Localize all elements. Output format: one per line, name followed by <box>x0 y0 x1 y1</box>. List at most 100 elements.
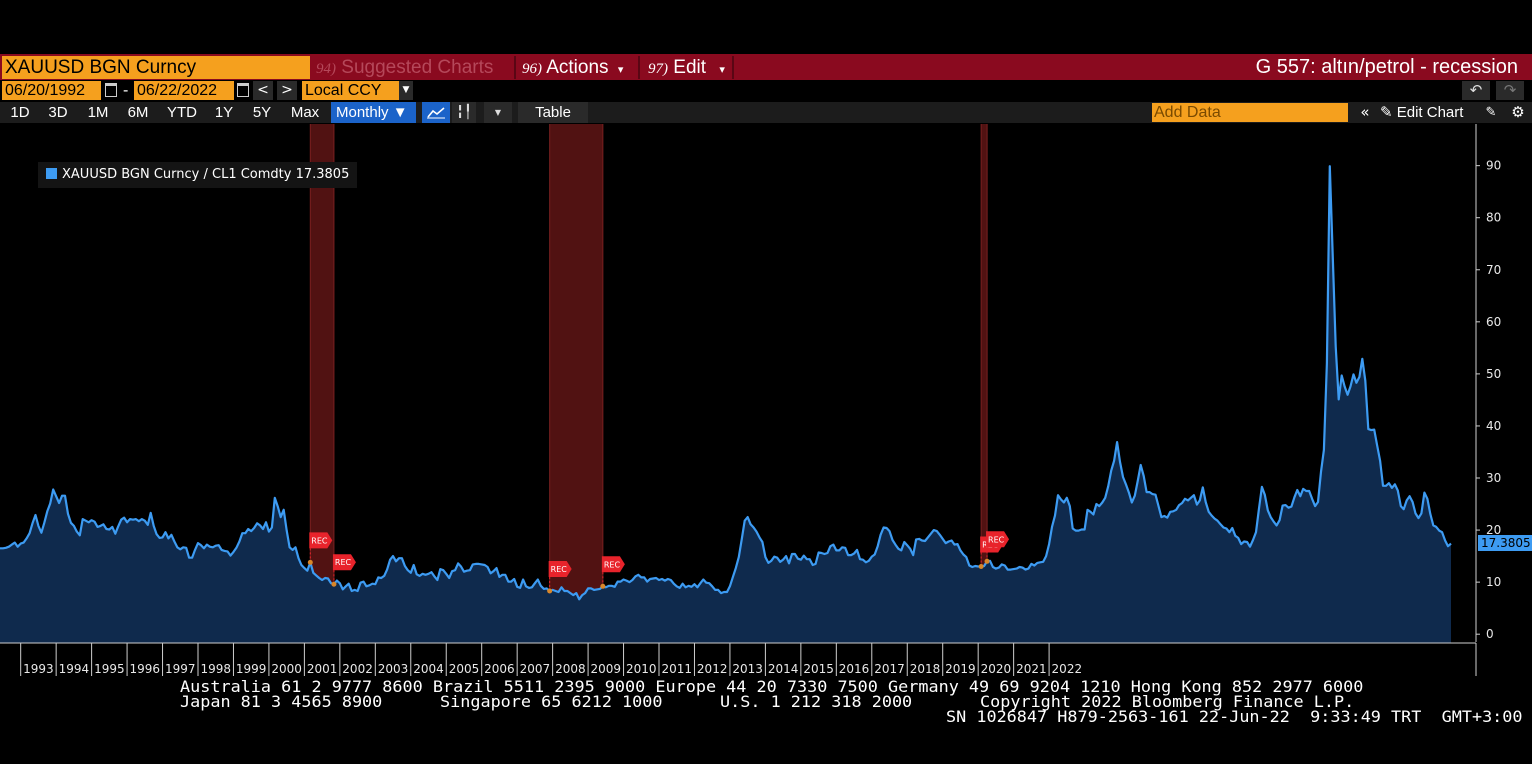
x-tick-label: 2001 <box>307 662 338 676</box>
actions-button[interactable]: 96) Actions ▾ <box>522 56 623 79</box>
recession-band <box>549 124 603 642</box>
calendar-icon[interactable] <box>237 83 249 97</box>
recession-marker-dot <box>307 559 313 565</box>
y-tick-label: 0 <box>1486 627 1494 641</box>
x-tick-label: 2016 <box>839 662 870 676</box>
x-tick-label: 2020 <box>981 662 1012 676</box>
end-date-field[interactable]: 06/22/2022 <box>134 81 234 100</box>
recession-marker-label: REC <box>604 560 621 569</box>
candlestick-icon[interactable]: ╏╿ <box>452 102 476 123</box>
recession-marker-flag <box>332 554 356 571</box>
y-tick-label: 80 <box>1486 211 1501 225</box>
x-tick-label: 2007 <box>520 662 551 676</box>
x-tick-label: 2013 <box>732 662 763 676</box>
y-tick-label: 30 <box>1486 471 1501 485</box>
chart-legend[interactable]: XAUUSD BGN Curncy / CL1 Comdty 17.3805 <box>38 162 358 188</box>
add-data-input[interactable]: Add Data <box>1152 103 1348 122</box>
frequency-select[interactable]: Monthly ▼ <box>331 102 416 123</box>
y-tick-label: 50 <box>1486 367 1501 381</box>
menu-separator <box>514 56 516 79</box>
x-tick-label: 2019 <box>945 662 976 676</box>
x-tick-label: 2012 <box>697 662 728 676</box>
table-button[interactable]: Table <box>518 102 588 123</box>
period-6m-button[interactable]: 6M <box>127 104 149 121</box>
edit-chart-button[interactable]: ✎ Edit Chart <box>1380 104 1464 121</box>
recession-marker-dot <box>600 583 606 589</box>
collapse-icon[interactable]: « <box>1360 103 1370 121</box>
recession-markers: RECRECRECRECRECREC <box>307 531 1010 594</box>
recession-marker-dot <box>547 588 553 594</box>
x-tick-label: 2000 <box>271 662 302 676</box>
undo-icon[interactable]: ↶ <box>1462 81 1490 100</box>
x-tick-label: 1999 <box>236 662 267 676</box>
edit-button[interactable]: 97) Edit ▾ <box>648 56 725 79</box>
period-max-button[interactable]: Max <box>290 104 320 121</box>
calendar-icon[interactable] <box>105 83 117 97</box>
footer-contact-us: U.S. 1 212 318 2000 <box>720 692 913 711</box>
x-tick-label: 2018 <box>910 662 941 676</box>
x-tick-label: 2004 <box>413 662 444 676</box>
next-period-button[interactable]: > <box>277 81 297 100</box>
line-chart-icon <box>427 107 445 119</box>
menu-separator <box>638 56 640 79</box>
footer-contacts-line: Australia 61 2 9777 8600 Brazil 5511 239… <box>180 677 1364 696</box>
currency-select[interactable]: Local CCY <box>302 81 399 100</box>
prev-period-button[interactable]: < <box>253 81 273 100</box>
redo-icon[interactable]: ↷ <box>1496 81 1524 100</box>
period-ytd-button[interactable]: YTD <box>167 104 197 121</box>
x-tick-label: 1996 <box>130 662 161 676</box>
x-tick-label: 1994 <box>59 662 90 676</box>
period-5y-button[interactable]: 5Y <box>252 104 272 121</box>
recession-band <box>981 124 988 642</box>
x-tick-label: 2022 <box>1052 662 1083 676</box>
recession-marker-flag <box>601 556 625 573</box>
x-tick-label: 2010 <box>626 662 657 676</box>
x-tick-label: 1995 <box>94 662 125 676</box>
footer-contact-singapore: Singapore 65 6212 1000 <box>440 692 663 711</box>
chevron-down-icon[interactable]: ▼ <box>399 81 413 100</box>
x-tick-label: 2021 <box>1016 662 1047 676</box>
period-3d-button[interactable]: 3D <box>48 104 68 121</box>
period-1d-button[interactable]: 1D <box>10 104 30 121</box>
period-1y-button[interactable]: 1Y <box>214 104 234 121</box>
start-date-field[interactable]: 06/20/1992 <box>2 81 101 100</box>
gear-icon[interactable]: ⚙ <box>1511 103 1525 121</box>
footer-contact-japan: Japan 81 3 4565 8900 <box>180 692 383 711</box>
recession-marker-dot <box>331 581 337 587</box>
pencil-icon[interactable]: ✎ <box>1485 105 1497 120</box>
y-tick-label: 10 <box>1486 575 1501 589</box>
y-tick-label: 70 <box>1486 263 1501 277</box>
x-tick-label: 2006 <box>484 662 515 676</box>
edit-number: 97) <box>648 61 668 77</box>
x-tick-label: 1997 <box>165 662 196 676</box>
x-tick-label: 2002 <box>342 662 373 676</box>
y-tick-label: 20 <box>1486 523 1501 537</box>
suggested-charts-button[interactable]: 94) Suggested Charts <box>316 56 493 79</box>
period-1m-button[interactable]: 1M <box>87 104 109 121</box>
chevron-down-icon[interactable]: ▼ <box>484 102 512 123</box>
last-value-label: 17.3805 <box>1478 535 1532 551</box>
recession-marker-flag <box>986 531 1010 548</box>
recession-shading <box>309 124 988 642</box>
ticker-field[interactable]: XAUUSD BGN Curncy <box>2 56 310 79</box>
x-tick-label: 2014 <box>768 662 799 676</box>
recession-marker-label: REC <box>551 565 568 574</box>
footer: Australia 61 2 9777 8600 Brazil 5511 239… <box>0 677 1532 764</box>
actions-number: 96) <box>522 61 542 77</box>
x-tick-label: 2011 <box>661 662 692 676</box>
x-tick-label: 2008 <box>555 662 586 676</box>
x-tick-label: 1998 <box>200 662 231 676</box>
date-dash: - <box>123 82 129 99</box>
x-tick-label: 2015 <box>803 662 834 676</box>
line-chart-button[interactable] <box>422 102 450 123</box>
actions-label: Actions <box>546 57 609 78</box>
y-tick-label: 60 <box>1486 315 1501 329</box>
recession-marker-flag <box>309 532 333 549</box>
recession-marker-label: REC <box>988 535 1005 544</box>
y-tick-label: 40 <box>1486 419 1501 433</box>
suggested-charts-number: 94) <box>316 61 336 77</box>
footer-session-info: SN 1026847 H879-2563-161 22-Jun-22 9:33:… <box>946 707 1523 726</box>
x-tick-label: 2003 <box>378 662 409 676</box>
x-tick-label: 2009 <box>591 662 622 676</box>
